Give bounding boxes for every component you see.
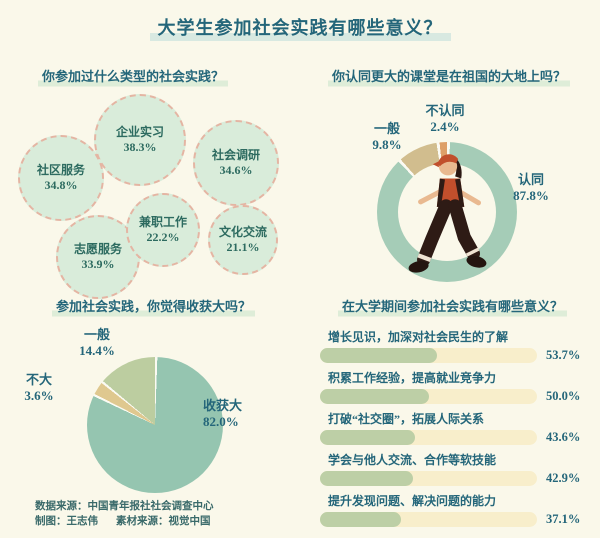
footer-credits: 数据来源：中国青年报社社会调查中心 制图：王志伟 素材来源：视觉中国 xyxy=(35,499,214,529)
bar-fill xyxy=(320,348,437,363)
bar-track xyxy=(320,389,537,404)
bubble-social-research: 社会调研 34.6% xyxy=(193,120,279,206)
bar-track xyxy=(320,430,537,445)
walking-person-illustration xyxy=(408,154,487,273)
bar-value: 53.7% xyxy=(546,348,581,362)
page-title: 大学生参加社会实践有哪些意义？ xyxy=(0,14,600,42)
pie-chart-title: 参加社会实践，你觉得收获大吗？ xyxy=(52,296,256,317)
bar-chart: 增长见识，加深对社会民生的了解 53.7% 积累工作经验，提高就业竞争力 50.… xyxy=(320,330,592,535)
bubble-enterprise-internship: 企业实习 38.3% xyxy=(94,94,186,186)
bar-fill xyxy=(320,471,414,486)
bar-value: 42.9% xyxy=(546,471,581,485)
data-source: 数据来源：中国青年报社社会调查中心 xyxy=(35,501,214,512)
bar-fill xyxy=(320,430,415,445)
donut-label-neutral: 一般 9.8% xyxy=(372,121,402,152)
bar-track xyxy=(320,471,537,486)
bar-track xyxy=(320,512,537,527)
bar-row: 打破“社交圈”，拓展人际关系 43.6% xyxy=(320,412,592,445)
bubble-cultural-exchange: 文化交流 21.1% xyxy=(208,205,278,275)
pie-label-not-much: 不大 3.6% xyxy=(24,372,54,403)
pie-chart xyxy=(87,357,223,493)
chart-credit: 制图：王志伟 xyxy=(35,516,98,527)
bar-row: 学会与他人交流、合作等软技能 42.9% xyxy=(320,453,592,486)
bar-fill xyxy=(320,389,429,404)
bar-value: 37.1% xyxy=(546,512,581,526)
bubble-community-service: 社区服务 34.8% xyxy=(18,135,104,221)
bar-value: 43.6% xyxy=(546,430,581,444)
bubble-part-time-job: 兼职工作 22.2% xyxy=(126,193,200,267)
bar-track xyxy=(320,348,537,363)
donut-chart-title: 你认同更大的课堂是在祖国的大地上吗？ xyxy=(328,66,571,87)
bar-chart-title: 在大学期间参加社会实践有哪些意义？ xyxy=(338,296,568,317)
bar-fill xyxy=(320,512,401,527)
bar-row: 积累工作经验，提高就业竞争力 50.0% xyxy=(320,371,592,404)
donut-label-agree: 认同 87.8% xyxy=(513,172,549,203)
pie-label-big-gain: 收获大 82.0% xyxy=(203,398,243,429)
bar-row: 提升发现问题、解决问题的能力 37.1% xyxy=(320,494,592,527)
bar-value: 50.0% xyxy=(546,389,581,403)
donut-label-disagree: 不认同 2.4% xyxy=(425,103,465,134)
bubble-chart-title: 你参加过什么类型的社会实践？ xyxy=(38,66,229,87)
pie-label-neutral: 一般 14.4% xyxy=(79,327,115,358)
material-source: 素材来源：视觉中国 xyxy=(116,516,211,527)
donut-chart xyxy=(377,142,517,282)
bar-row: 增长见识，加深对社会民生的了解 53.7% xyxy=(320,330,592,363)
